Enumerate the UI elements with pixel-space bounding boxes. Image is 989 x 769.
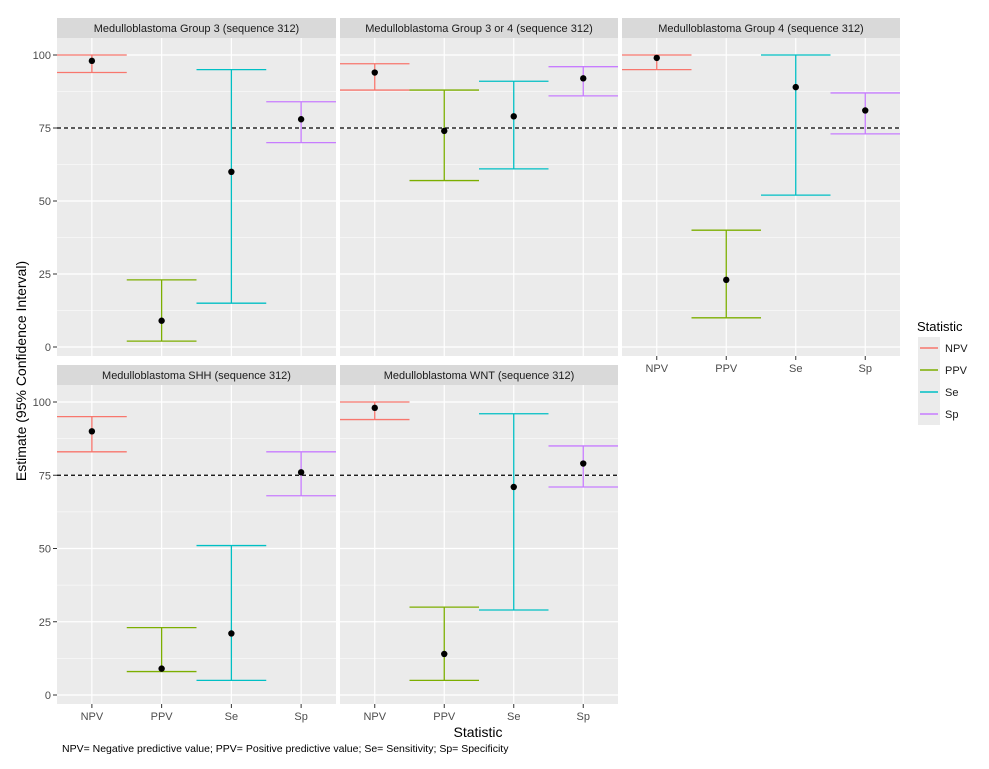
panel-background (57, 38, 336, 356)
facet-panel: Medulloblastoma WNT (sequence 312) (340, 365, 618, 704)
estimate-point (228, 168, 235, 175)
estimate-point (88, 428, 96, 435)
y-tick-label: 25 (39, 617, 51, 629)
errorbar (196, 544, 267, 681)
x-tick-label: NPV (645, 363, 668, 375)
estimate-point (510, 113, 517, 120)
facet-strip (622, 18, 900, 38)
errorbar (409, 89, 479, 182)
facet-strip (340, 365, 618, 385)
y-tick-label: 0 (45, 342, 51, 354)
estimate-point (297, 116, 305, 123)
estimate-point (723, 276, 730, 284)
panels-layer: Medulloblastoma Group 3 (sequence 312) Me… (57, 18, 900, 704)
errorbar (340, 63, 410, 91)
estimate-point (441, 650, 448, 658)
facet-title: Medulloblastoma WNT (sequence 312) (384, 370, 575, 382)
facet-title: Medulloblastoma Group 3 or 4 (sequence 3… (365, 23, 592, 35)
y-tick-label: 25 (39, 269, 51, 281)
estimate-point (653, 54, 660, 62)
facet-strip (57, 18, 336, 38)
estimate-point (297, 469, 305, 476)
panel-background (340, 385, 618, 704)
estimate-point (862, 107, 869, 114)
x-tick-label: Se (507, 711, 520, 723)
facet-panel: Medulloblastoma SHH (sequence 312) (57, 365, 336, 704)
estimate-point (792, 83, 799, 91)
errorbar (196, 68, 267, 304)
estimate-point (88, 57, 96, 65)
estimate-point (371, 69, 378, 76)
y-tick-label: 50 (39, 196, 51, 208)
errorbar (126, 626, 197, 673)
y-tick-label: 100 (33, 50, 51, 62)
errorbar (266, 101, 336, 144)
estimate-point (158, 317, 165, 324)
x-tick-label: PPV (715, 363, 738, 375)
errorbar (830, 92, 900, 135)
facet-panel: Medulloblastoma Group 4 (sequence 312) (622, 18, 900, 356)
axes-layer: 0 25 50 75 100 NPV PPV Se Sp 0 25 50 75 100 NPV PPV Se Sp… (33, 50, 872, 723)
errorbar (761, 54, 831, 196)
legend: Statistic NPV PPV Se Sp (917, 319, 968, 425)
facet-panel: Medulloblastoma Group 3 or 4 (sequence 3… (340, 18, 618, 356)
facet-panel: Medulloblastoma Group 3 (sequence 312) (57, 18, 336, 356)
errorbar (57, 54, 127, 74)
legend-items: NPV PPV Se Sp (918, 337, 968, 425)
legend-item-label: PPV (945, 365, 968, 377)
errorbar (340, 401, 410, 421)
y-tick-label: 100 (33, 397, 51, 409)
errorbar (479, 80, 549, 170)
x-tick-label: NPV (81, 711, 104, 723)
estimate-point (580, 460, 587, 467)
estimate-point (228, 630, 235, 637)
x-tick-label: NPV (363, 711, 386, 723)
errorbar (479, 413, 549, 611)
x-tick-label: PPV (151, 711, 174, 723)
errorbar (266, 451, 336, 497)
panel-background (57, 385, 336, 704)
estimate-point (510, 483, 517, 491)
x-tick-label: PPV (433, 711, 456, 723)
y-tick-label: 50 (39, 544, 51, 556)
facet-title: Medulloblastoma Group 3 (sequence 312) (94, 23, 299, 35)
errorbar (548, 66, 618, 97)
x-axis-label: Statistic (453, 724, 502, 740)
panel-background (340, 38, 618, 356)
x-tick-label: Sp (294, 711, 307, 723)
errorbar (409, 606, 479, 681)
caption: NPV= Negative predictive value; PPV= Pos… (62, 743, 509, 755)
y-tick-label: 75 (39, 123, 51, 135)
y-tick-label: 75 (39, 470, 51, 482)
estimate-point (580, 75, 587, 82)
x-tick-label: Se (225, 711, 238, 723)
facet-strip (57, 365, 336, 385)
estimate-point (441, 127, 448, 135)
x-tick-label: Se (789, 363, 802, 375)
estimate-point (158, 665, 165, 672)
facet-strip (340, 18, 618, 38)
legend-item-label: NPV (945, 343, 968, 355)
errorbar (691, 229, 761, 319)
y-axis-label: Estimate (95% Confidence Interval) (13, 261, 29, 481)
errorbar (548, 445, 618, 488)
facet-title: Medulloblastoma SHH (sequence 312) (102, 370, 291, 382)
errorbar (57, 415, 127, 453)
errorbar (622, 54, 692, 71)
legend-item-label: Se (945, 387, 958, 399)
facet-title: Medulloblastoma Group 4 (sequence 312) (658, 23, 863, 35)
panel-background (622, 38, 900, 356)
legend-title: Statistic (917, 319, 963, 334)
x-tick-label: Sp (577, 711, 590, 723)
y-tick-label: 0 (45, 690, 51, 702)
estimate-point (371, 404, 378, 412)
errorbar (126, 279, 197, 342)
legend-item-label: Sp (945, 409, 958, 421)
x-tick-label: Sp (859, 363, 872, 375)
